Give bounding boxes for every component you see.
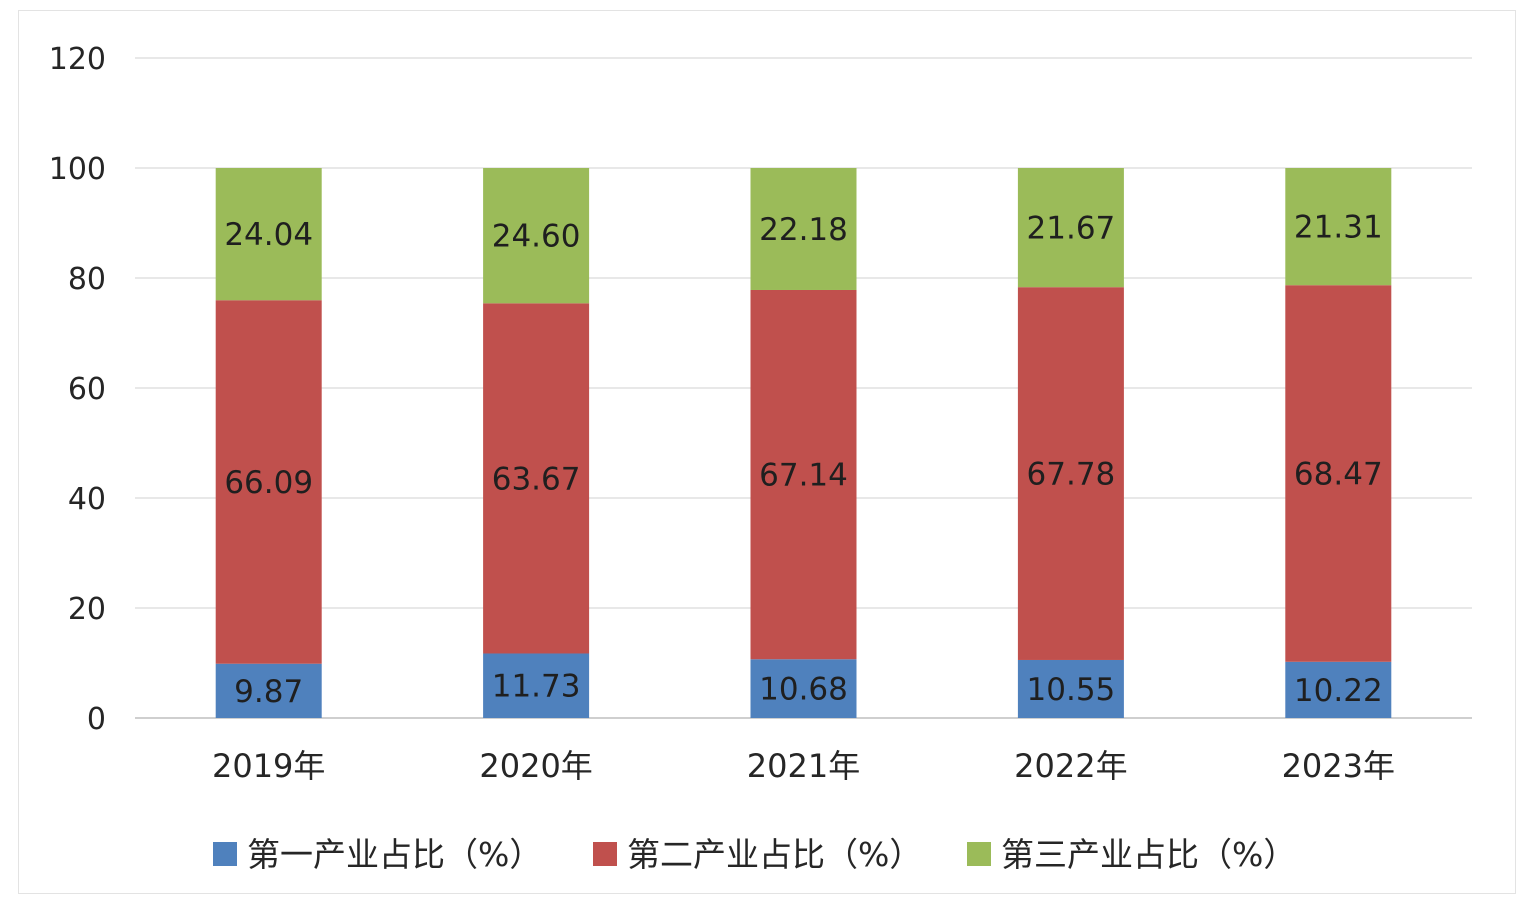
- y-tick-label: 120: [49, 42, 106, 77]
- data-label: 10.68: [759, 672, 848, 708]
- y-tick-label: 40: [68, 482, 106, 517]
- bar-segment-3: [1285, 168, 1392, 286]
- data-label: 24.04: [224, 217, 313, 253]
- bar-segment-3: [483, 168, 590, 304]
- legend-label: 第二产业占比（%）: [627, 835, 922, 874]
- legend-swatch: [593, 842, 617, 866]
- legend-swatch: [967, 842, 991, 866]
- bar-segment-2: [483, 303, 590, 654]
- data-label: 66.09: [224, 465, 313, 501]
- y-tick-label: 80: [68, 262, 106, 297]
- bar-segment-1: [1017, 659, 1124, 718]
- data-label: 9.87: [234, 674, 303, 710]
- y-tick-label: 100: [49, 152, 106, 187]
- legend-label: 第一产业占比（%）: [247, 835, 542, 874]
- y-tick-label: 20: [68, 592, 106, 627]
- x-tick-label: 2019年: [212, 747, 325, 785]
- data-label: 10.55: [1027, 672, 1116, 708]
- data-label: 68.47: [1294, 456, 1383, 492]
- legend-label: 第三产业占比（%）: [1001, 835, 1296, 874]
- data-label: 22.18: [759, 212, 848, 248]
- data-label: 10.22: [1294, 673, 1383, 709]
- data-label: 21.31: [1294, 210, 1383, 246]
- bar-segment-3: [1017, 168, 1124, 288]
- data-label: 24.60: [492, 219, 581, 255]
- x-tick-label: 2023年: [1282, 747, 1395, 785]
- data-label: 21.67: [1027, 211, 1116, 247]
- bar-segment-3: [215, 168, 322, 301]
- bar-segment-1: [215, 663, 322, 718]
- data-label: 63.67: [492, 461, 581, 497]
- bar-segment-2: [1285, 285, 1392, 662]
- data-label: 11.73: [492, 669, 581, 705]
- bar-segment-1: [483, 653, 590, 718]
- legend-swatch: [213, 842, 237, 866]
- bar-segment-1: [750, 659, 857, 718]
- bar-segment-3: [750, 168, 857, 290]
- x-tick-label: 2022年: [1014, 747, 1127, 785]
- y-tick-label: 0: [87, 702, 106, 737]
- y-tick-label: 60: [68, 372, 106, 407]
- data-label: 67.78: [1027, 457, 1116, 493]
- bar-segment-2: [750, 289, 857, 660]
- x-tick-label: 2020年: [479, 747, 592, 785]
- bar-segment-1: [1285, 661, 1392, 718]
- data-label: 67.14: [759, 458, 848, 494]
- x-tick-label: 2021年: [747, 747, 860, 785]
- bar-segment-2: [1017, 287, 1124, 660]
- bar-segment-2: [215, 300, 322, 664]
